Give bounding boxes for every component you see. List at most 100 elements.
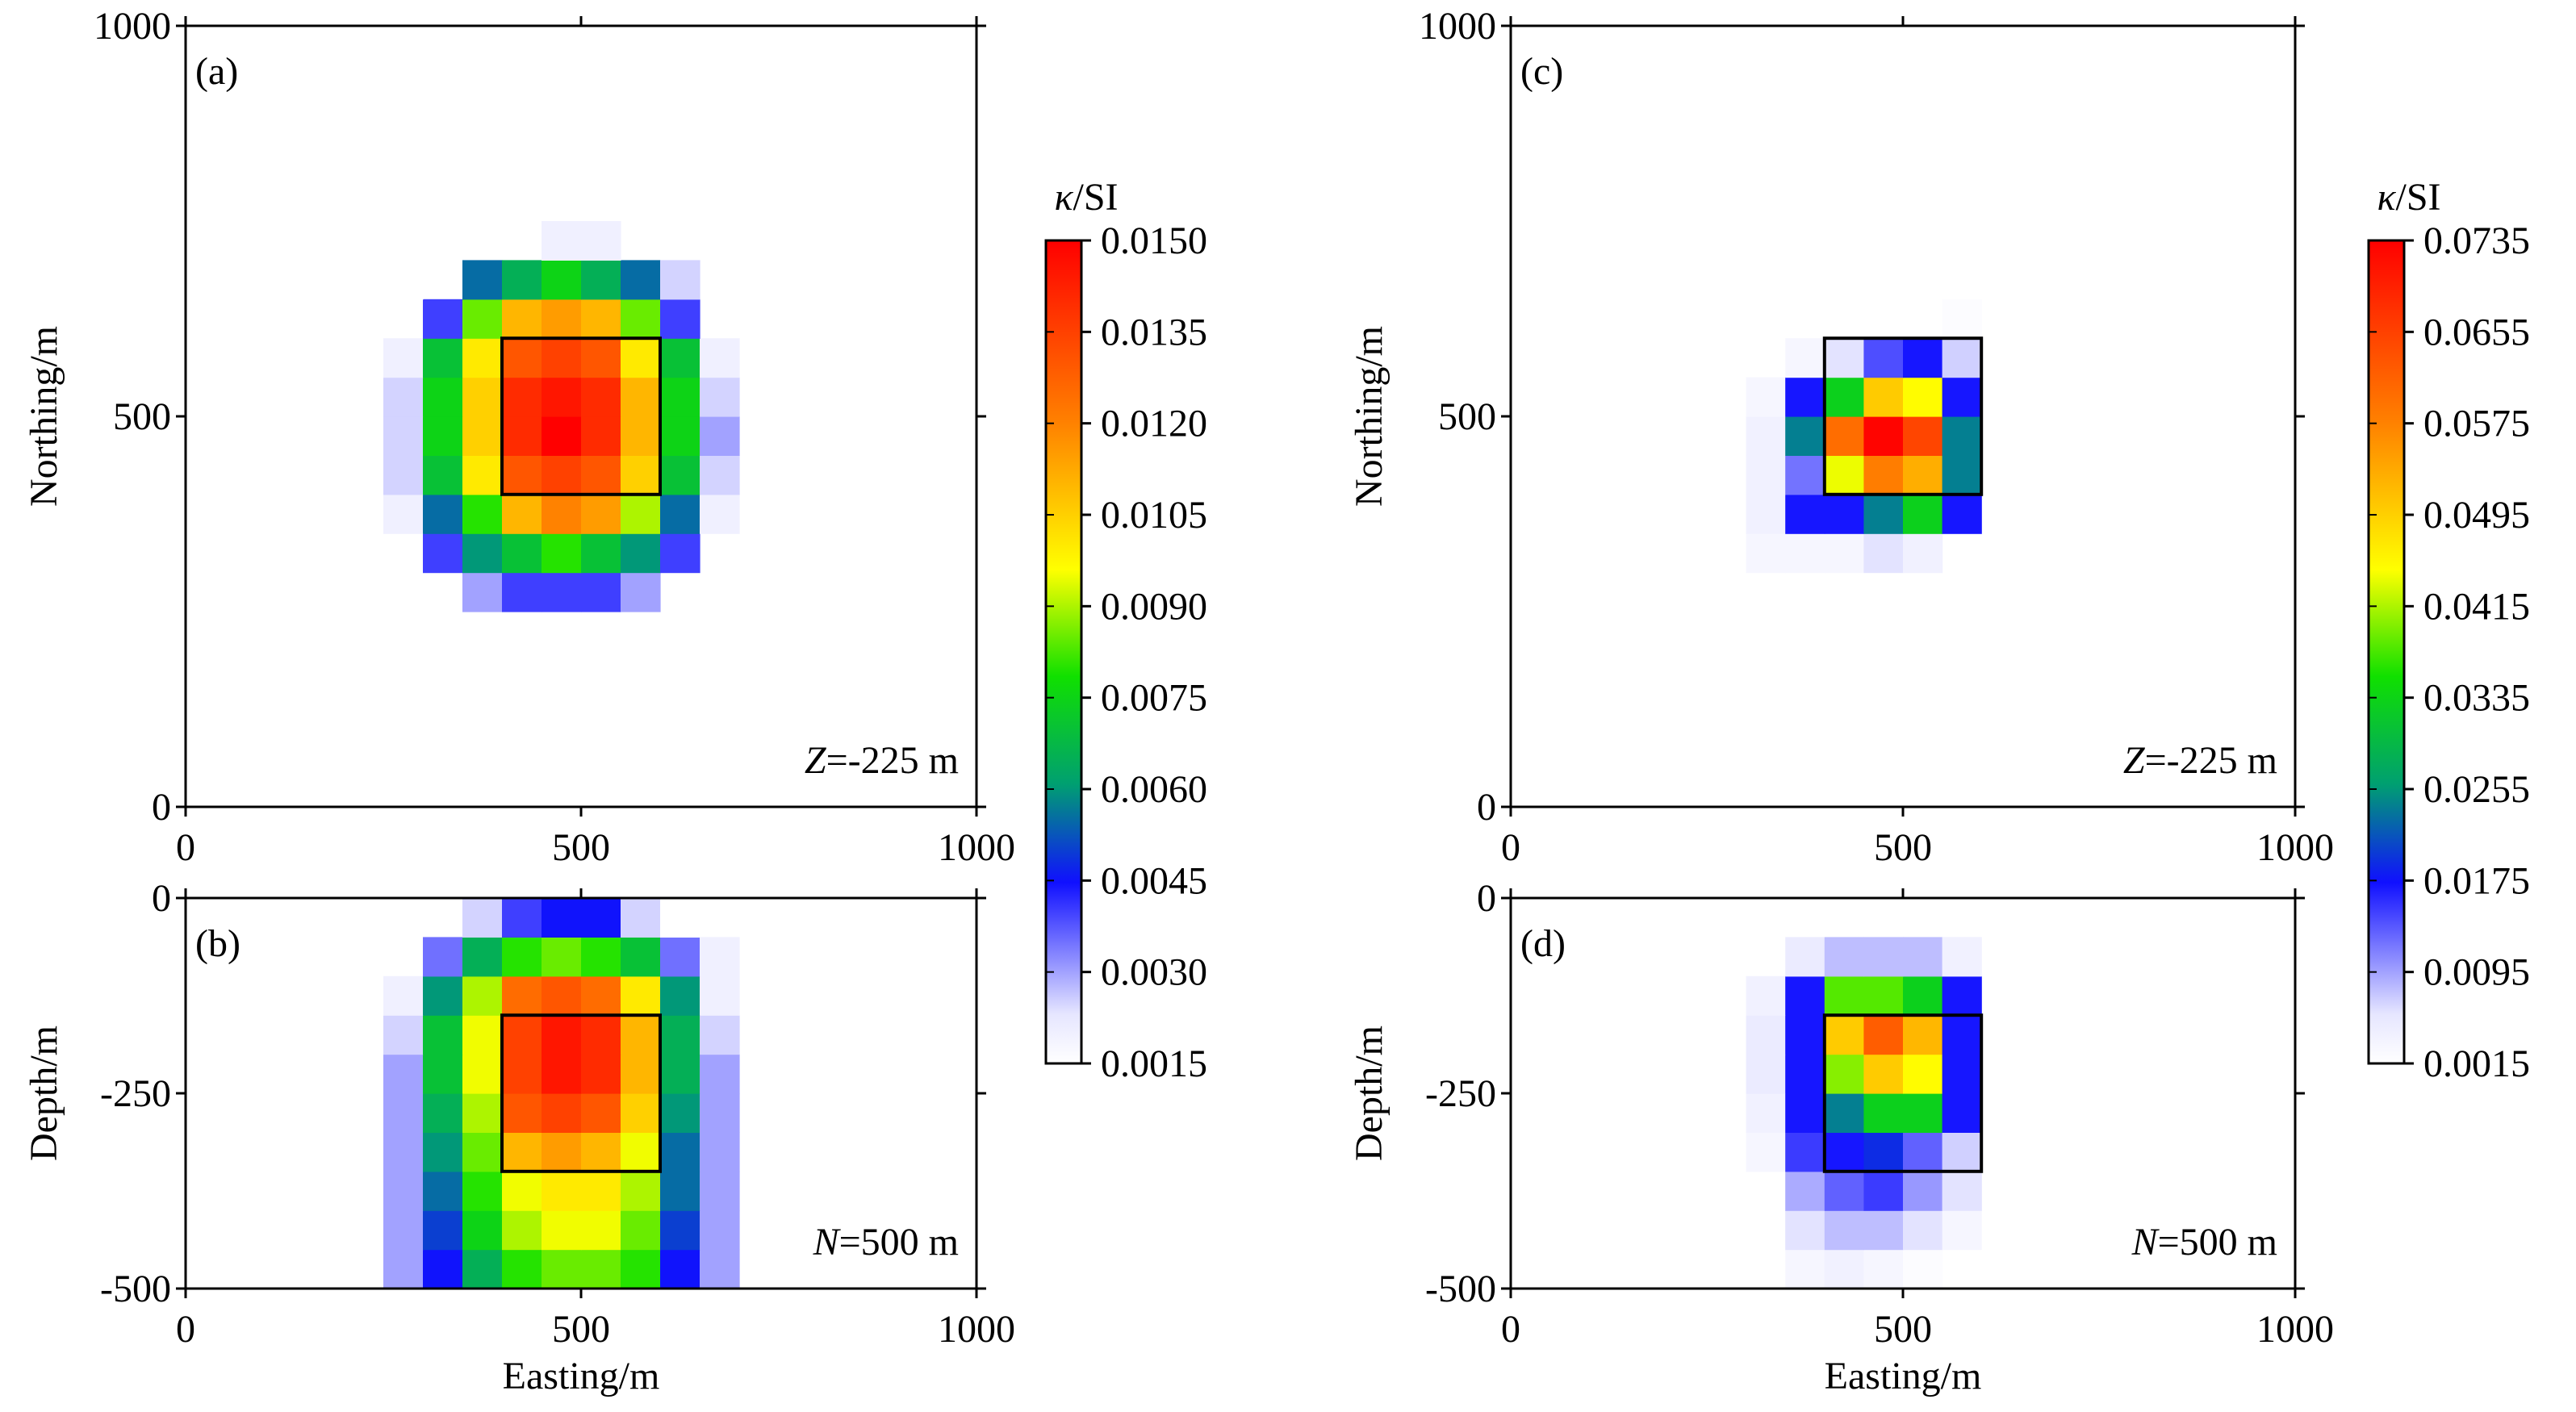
panel-a: 0 500 1000 0 500 1000 (a) Z=-225 m Northing/m xyxy=(23,5,1015,869)
heatmap-cell xyxy=(621,898,661,938)
heatmap-cell xyxy=(1785,416,1825,456)
heatmap-cell xyxy=(1863,494,1904,534)
heatmap-cell xyxy=(581,572,621,612)
heatmap-cell xyxy=(542,260,582,300)
heatmap-cell xyxy=(502,1093,542,1133)
heatmap-cell xyxy=(700,416,740,456)
heatmap-cell xyxy=(383,1171,424,1211)
heatmap-cell xyxy=(621,1132,661,1172)
heatmap-cell xyxy=(621,416,661,456)
body-outline xyxy=(1822,1013,1984,1173)
heatmap-cell xyxy=(621,937,661,977)
heatmap-cell xyxy=(1824,455,1864,495)
heatmap-cell xyxy=(1785,1054,1825,1094)
colorbar-tick-label: 0.0495 xyxy=(2423,494,2530,537)
y-tick-label: 1000 xyxy=(94,5,171,48)
heatmap-cell xyxy=(621,1249,661,1289)
y-tick-label: 0 xyxy=(152,786,171,829)
heatmap-cell xyxy=(423,1249,463,1289)
x-tick-label: 1000 xyxy=(938,1308,1015,1351)
heatmap-cell xyxy=(383,1093,424,1133)
heatmap-cell xyxy=(660,494,700,534)
heatmap-cell xyxy=(1942,455,1982,495)
heatmap-cell xyxy=(462,1093,503,1133)
heatmap-cell xyxy=(423,377,463,417)
heatmap-cell xyxy=(423,533,463,574)
heatmap-cell xyxy=(542,299,582,339)
heatmap-cells xyxy=(1746,937,1982,1289)
heatmap-cell xyxy=(581,494,621,534)
colorbar-title-unit: /SI xyxy=(1073,176,1119,219)
colorbar-2: 0.0015 0.0095 0.0175 0.0255 0.0335 0.0415 0.04… xyxy=(2367,176,2530,1085)
y-tick-label: 0 xyxy=(1477,877,1496,920)
heatmap-cell xyxy=(1746,1054,1786,1094)
heatmap-cell xyxy=(1785,377,1825,417)
heatmap-cell xyxy=(1863,975,1904,1016)
heatmap-cell xyxy=(660,1093,700,1133)
heatmap-cell xyxy=(423,494,463,534)
heatmap-cell xyxy=(462,937,503,977)
heatmap-cell xyxy=(542,1171,582,1211)
annotation-variable: Z xyxy=(805,739,827,782)
colorbar-tick-label: 0.0075 xyxy=(1101,677,1207,720)
panel-label: (a) xyxy=(195,50,238,93)
panel-annotation: Z=-225 m xyxy=(2123,739,2277,782)
heatmap-cell xyxy=(1903,1093,1943,1133)
heatmap-cell xyxy=(1903,1132,1943,1172)
heatmap-cell xyxy=(1863,1054,1904,1094)
heatmap-cell xyxy=(502,494,542,534)
annotation-value: =500 m xyxy=(839,1221,959,1264)
heatmap-cell xyxy=(581,533,621,574)
heatmap-cell xyxy=(581,1171,621,1211)
heatmap-cell xyxy=(621,572,661,612)
heatmap-cell xyxy=(1903,455,1943,495)
heatmap-cell xyxy=(1824,416,1864,456)
heatmap-cell xyxy=(1785,937,1825,977)
heatmap-cell xyxy=(700,494,740,534)
heatmap-cell xyxy=(1863,455,1904,495)
heatmap-cell xyxy=(1824,377,1864,417)
colorbar-tick-label: 0.0175 xyxy=(2423,859,2530,902)
heatmap-cell xyxy=(700,377,740,417)
heatmap-cell xyxy=(1903,937,1943,977)
colorbar-fill xyxy=(1046,240,1081,1063)
heatmap-cell xyxy=(1824,1015,1864,1055)
heatmap-cell xyxy=(462,1054,503,1094)
heatmap-cell xyxy=(502,299,542,339)
heatmap-cell xyxy=(581,1249,621,1289)
heatmap-cell xyxy=(700,1015,740,1055)
heatmap-cell xyxy=(1863,533,1904,574)
colorbar-tick-label: 0.0095 xyxy=(2423,951,2530,994)
colorbar-tick-label: 0.0735 xyxy=(2423,219,2530,262)
heatmap-cell xyxy=(700,338,740,378)
heatmap-cell xyxy=(1863,1210,1904,1251)
heatmap-cell xyxy=(660,260,700,300)
heatmap-cell xyxy=(383,338,424,378)
heatmap-cell xyxy=(1942,494,1982,534)
heatmap-cell xyxy=(502,338,542,378)
heatmap-cell xyxy=(621,533,661,574)
heatmap-cell xyxy=(1785,455,1825,495)
heatmap-cell xyxy=(1824,533,1864,574)
heatmap-cell xyxy=(542,1132,582,1172)
heatmap-cell xyxy=(1863,338,1904,378)
heatmap-cell xyxy=(502,1210,542,1251)
heatmap-cell xyxy=(1785,1210,1825,1251)
heatmap-cell xyxy=(660,1132,700,1172)
heatmap-cell xyxy=(1785,975,1825,1016)
heatmap-cell xyxy=(1785,1132,1825,1172)
y-tick-label: -250 xyxy=(1425,1072,1496,1115)
heatmap-cell xyxy=(1903,416,1943,456)
heatmap-cell xyxy=(621,1171,661,1211)
heatmap-cells xyxy=(1746,299,1982,574)
heatmap-cell xyxy=(581,377,621,417)
heatmap-cell xyxy=(423,1132,463,1172)
heatmap-cell xyxy=(660,1171,700,1211)
colorbars: 0.0015 0.0030 0.0045 0.0060 0.0075 0.0090 0.01… xyxy=(1044,176,2530,1085)
heatmap-cell xyxy=(383,975,424,1016)
panel-annotation: Z=-225 m xyxy=(805,739,959,782)
heatmap-cell xyxy=(462,898,503,938)
heatmap-cell xyxy=(1785,1015,1825,1055)
x-tick-label: 1000 xyxy=(2256,826,2334,869)
heatmap-cell xyxy=(1824,1132,1864,1172)
